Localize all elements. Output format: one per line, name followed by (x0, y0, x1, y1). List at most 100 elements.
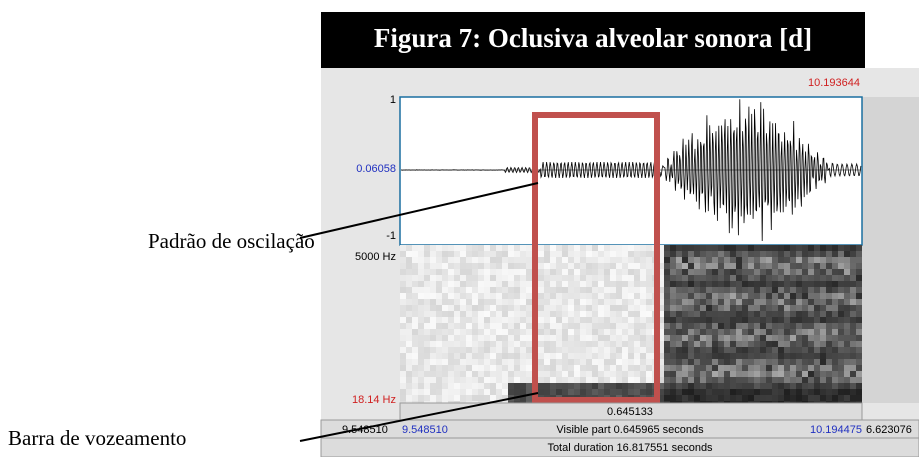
spec-cell (466, 377, 472, 383)
spec-cell (592, 311, 598, 317)
spec-cell (574, 377, 580, 383)
spec-cell (826, 245, 832, 251)
spec-cell (718, 257, 724, 263)
spec-cell (724, 395, 730, 401)
spec-cell (412, 317, 418, 323)
spec-cell (844, 299, 850, 305)
spec-cell (664, 359, 670, 365)
spec-cell (496, 383, 502, 389)
annotation-label: Barra de vozeamento (8, 426, 186, 450)
spec-cell (514, 389, 520, 395)
spec-cell (454, 323, 460, 329)
spec-cell (574, 311, 580, 317)
spec-cell (550, 275, 556, 281)
spec-cell (406, 305, 412, 311)
spec-cell (682, 335, 688, 341)
spec-cell (796, 353, 802, 359)
spec-cell (634, 371, 640, 377)
spec-cell (538, 365, 544, 371)
spec-cell (688, 329, 694, 335)
spec-cell (424, 281, 430, 287)
spec-cell (760, 347, 766, 353)
spec-cell (646, 269, 652, 275)
total-bar[interactable] (320, 437, 919, 457)
spec-cell (700, 281, 706, 287)
spec-cell (562, 275, 568, 281)
spec-cell (520, 329, 526, 335)
spec-cell (616, 383, 622, 389)
spec-cell (676, 251, 682, 257)
spec-cell (694, 341, 700, 347)
spec-cell (454, 401, 460, 403)
spec-cell (802, 251, 808, 257)
spec-cell (850, 329, 856, 335)
spec-cell (724, 401, 730, 403)
spec-cell (736, 383, 742, 389)
spec-cell (796, 365, 802, 371)
spec-cell (844, 275, 850, 281)
spec-cell (802, 395, 808, 401)
spec-cell (634, 263, 640, 269)
spec-cell (760, 359, 766, 365)
spec-cell (502, 353, 508, 359)
spec-cell (430, 305, 436, 311)
spec-cell (556, 389, 562, 395)
spec-cell (730, 383, 736, 389)
spec-cell (550, 317, 556, 323)
spec-cell (460, 347, 466, 353)
spec-cell (826, 317, 832, 323)
spec-cell (478, 245, 484, 251)
spec-cell (778, 323, 784, 329)
spec-cell (718, 287, 724, 293)
spec-cell (784, 323, 790, 329)
spec-cell (442, 371, 448, 377)
spec-cell (664, 275, 670, 281)
spec-cell (550, 359, 556, 365)
spec-cell (538, 269, 544, 275)
spec-cell (766, 353, 772, 359)
spec-cell (436, 383, 442, 389)
spec-cell (424, 359, 430, 365)
spec-cell (826, 371, 832, 377)
spec-cell (526, 359, 532, 365)
spec-cell (850, 389, 856, 395)
spec-cell (496, 329, 502, 335)
spec-cell (472, 371, 478, 377)
spec-cell (556, 341, 562, 347)
spec-cell (790, 329, 796, 335)
spec-cell (526, 257, 532, 263)
spec-cell (496, 275, 502, 281)
spec-cell (670, 401, 676, 403)
spec-cell (682, 245, 688, 251)
spec-cell (610, 347, 616, 353)
spec-cell (484, 257, 490, 263)
spec-cell (808, 245, 814, 251)
spec-cell (802, 293, 808, 299)
spec-cell (412, 287, 418, 293)
spec-cell (544, 323, 550, 329)
spec-cell (502, 401, 508, 403)
spec-cell (520, 305, 526, 311)
spec-cell (790, 299, 796, 305)
spec-cell (436, 287, 442, 293)
spec-cell (460, 353, 466, 359)
spec-cell (682, 257, 688, 263)
spec-cell (646, 293, 652, 299)
spec-cell (820, 395, 826, 401)
spec-cell (466, 389, 472, 395)
spec-cell (766, 293, 772, 299)
spec-cell (724, 287, 730, 293)
spec-cell (682, 287, 688, 293)
spec-cell (772, 287, 778, 293)
spec-cell (712, 365, 718, 371)
spec-cell (688, 269, 694, 275)
spec-cell (544, 287, 550, 293)
spec-cell (826, 353, 832, 359)
spec-cell (496, 293, 502, 299)
spec-cell (658, 335, 664, 341)
spec-cell (628, 275, 634, 281)
spec-cell (670, 275, 676, 281)
spec-cell (574, 305, 580, 311)
spec-cell (706, 395, 712, 401)
spec-cell (520, 395, 526, 401)
